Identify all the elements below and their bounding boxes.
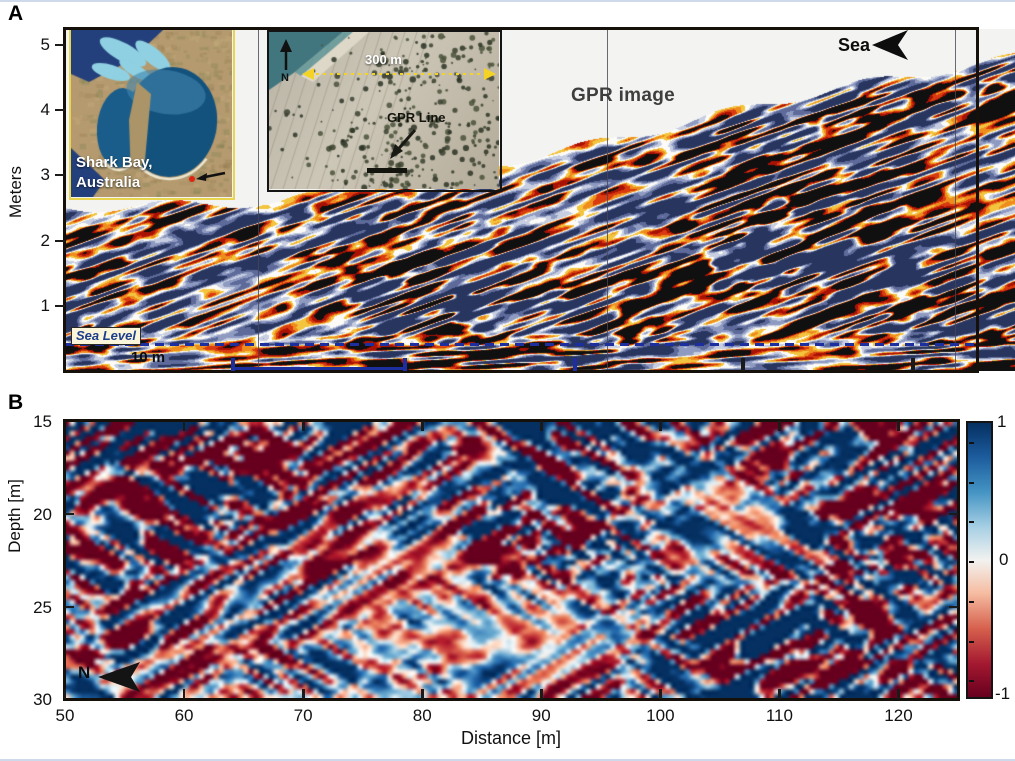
gpr-line-mark (367, 168, 407, 173)
panel-b-top-tick (182, 421, 186, 431)
colorbar-tick (969, 600, 974, 603)
panel-b-x-tick-label: 70 (293, 706, 313, 725)
panel-b-top-tick (301, 421, 305, 431)
panel-a-bottom-tick (573, 358, 577, 371)
panel-a-bottom-tick (403, 358, 407, 371)
colorbar-mid-label: 0 (999, 550, 1009, 569)
panel-b-y-tick-label: 15 (33, 412, 52, 431)
colorbar-max-label: 1 (997, 412, 1007, 431)
panel-b-right-tick (949, 605, 958, 609)
panel-a-y-tick (55, 173, 65, 177)
panel-b-y-tick-label: 25 (33, 598, 52, 617)
panel-b-x-tick-label: 100 (646, 706, 675, 725)
colorbar-tick (969, 561, 974, 564)
satellite-caption-line1: Shark Bay, (76, 154, 153, 171)
panel-b-top-tick (421, 421, 424, 431)
panel-b-label: B (8, 391, 24, 414)
sea-label: Sea (837, 35, 870, 55)
satellite-inset: Shark Bay, Australia (69, 28, 235, 200)
aerial-annotations (280, 39, 496, 173)
colorbar-min-label: -1 (995, 684, 1011, 703)
colorbar-tick (969, 521, 974, 524)
panel-b-bottom-tick (659, 689, 662, 699)
panel-b-x-tick-label: 80 (412, 706, 432, 725)
aerial-north-label: N (281, 72, 289, 84)
panel-a-bottom-tick (231, 358, 235, 371)
panel-a-y-tick (55, 108, 65, 112)
panel-a-bottom-tick (741, 358, 745, 371)
panel-b-bottom-tick (301, 689, 305, 699)
panel-b-north-label: N (78, 663, 91, 682)
panel-b-top-tick (540, 421, 543, 431)
panel-b-left-tick (65, 512, 74, 516)
panel-a-y-tick-label: 5 (40, 35, 50, 54)
panel-a-y-tick-label: 1 (40, 296, 50, 315)
panel-a-y-tick-label: 2 (40, 231, 50, 250)
panel-a-y-tick (55, 239, 65, 243)
panel-b-bottom-tick (182, 689, 186, 699)
panel-b-x-axis-title: Distance [m] (460, 728, 562, 748)
panel-b-bottom-tick (421, 689, 424, 699)
panel-a-y-tick (55, 43, 65, 47)
sea-level-label: Sea Level (71, 327, 141, 345)
colorbar (966, 421, 993, 699)
panel-b-left-tick (65, 605, 74, 609)
panel-b-top-tick (659, 421, 662, 431)
aerial-photo-inset: N 300 m GPR Line (267, 30, 502, 192)
scale-10m-label: 10 m (130, 349, 166, 366)
panel-a-bottom-tick (911, 358, 915, 371)
panel-b-bottom-tick (63, 689, 67, 699)
panel-b-extent-bracket (233, 367, 407, 370)
aerial-photo-canvas (269, 32, 499, 189)
panel-b-x-tick-label: 60 (174, 706, 194, 725)
satellite-map-canvas (71, 30, 232, 197)
colorbar-tick (969, 481, 974, 484)
panel-b-x-tick-label: 110 (765, 706, 793, 725)
panel-a-y-tick-label: 4 (40, 100, 50, 119)
aerial-gpr-line-label: GPR Line (387, 110, 446, 125)
aerial-scale-label: 300 m (365, 52, 402, 67)
amplitude-section-canvas (65, 421, 958, 699)
colorbar-tick (969, 640, 974, 643)
panel-b-bottom-tick (540, 689, 543, 699)
panel-b-right-tick (949, 512, 958, 516)
panel-a-label: A (8, 2, 24, 25)
panel-b-y-tick-label: 20 (33, 505, 52, 524)
crossline-marker-1 (258, 29, 259, 371)
panel-a-y-tick-label: 3 (40, 165, 50, 184)
panel-a-y-tick (55, 304, 65, 308)
panel-b-top-tick (778, 421, 781, 431)
colorbar-tick (969, 442, 974, 444)
gpr-image-label: GPR image (570, 85, 676, 106)
top-hairline (0, 0, 1015, 2)
crossline-marker-3 (955, 29, 956, 371)
panel-b-bottom-tick (897, 689, 900, 699)
satellite-caption-line2: Australia (76, 174, 141, 191)
panel-b-x-tick-label: 120 (884, 706, 913, 725)
panel-b-y-tick-label: 30 (33, 690, 52, 709)
panel-b-x-tick-label: 50 (55, 706, 75, 725)
panel-b-x-tick-label: 90 (531, 706, 551, 725)
panel-b-bottom-tick (778, 689, 781, 699)
panel-b-top-tick (897, 421, 900, 431)
site-arrow-icon (189, 171, 226, 182)
colorbar-tick (969, 680, 974, 683)
sea-level-line (65, 343, 977, 346)
bottom-hairline (0, 759, 1015, 761)
crossline-marker-2 (607, 29, 608, 371)
